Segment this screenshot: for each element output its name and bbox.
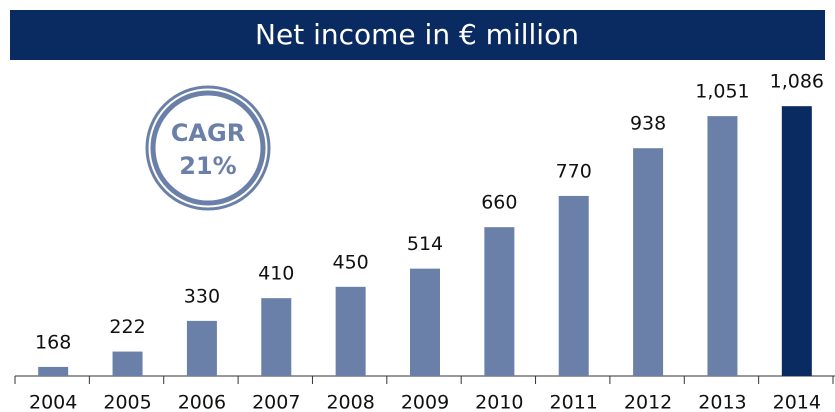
x-tick-label: 2009 [401, 392, 449, 412]
data-label: 168 [35, 331, 71, 353]
bar [781, 106, 812, 376]
bar [707, 116, 738, 376]
bar [410, 268, 440, 376]
x-tick-label: 2006 [178, 392, 226, 412]
data-label: 514 [407, 233, 443, 255]
x-tick-label: 2010 [475, 392, 523, 412]
bar [484, 227, 515, 376]
data-label: 222 [109, 316, 145, 338]
x-tick-label: 2012 [624, 392, 672, 412]
x-tick-label: 2014 [773, 392, 821, 412]
data-label: 660 [481, 192, 517, 214]
x-tick-label: 2008 [326, 392, 374, 412]
bar [186, 320, 217, 376]
data-label: 1,086 [770, 71, 824, 93]
badge-ring [145, 85, 271, 211]
x-tick-label: 2013 [698, 392, 746, 412]
badge-ring [150, 90, 266, 206]
chart-title: Net income in € million [255, 18, 579, 51]
x-tick-label: 2007 [252, 392, 300, 412]
data-label: 450 [333, 251, 369, 273]
data-label: 938 [630, 113, 666, 135]
bar [112, 351, 143, 376]
annotation: CAGR [171, 119, 245, 147]
data-label: 330 [184, 285, 220, 307]
bar [335, 286, 366, 376]
title-banner [10, 10, 825, 60]
annotation: 21% [179, 152, 236, 180]
data-label: 1,051 [695, 81, 749, 103]
bar [38, 366, 69, 376]
x-tick-label: 2004 [29, 392, 77, 412]
cagr-badge: CAGR 21% [145, 85, 271, 211]
bar [558, 195, 589, 376]
data-label: 410 [258, 263, 294, 285]
data-label: 770 [556, 160, 592, 182]
bar [261, 298, 292, 376]
x-tick-label: 2011 [550, 392, 598, 412]
x-tick-label: 2005 [103, 392, 151, 412]
bar [633, 148, 664, 376]
